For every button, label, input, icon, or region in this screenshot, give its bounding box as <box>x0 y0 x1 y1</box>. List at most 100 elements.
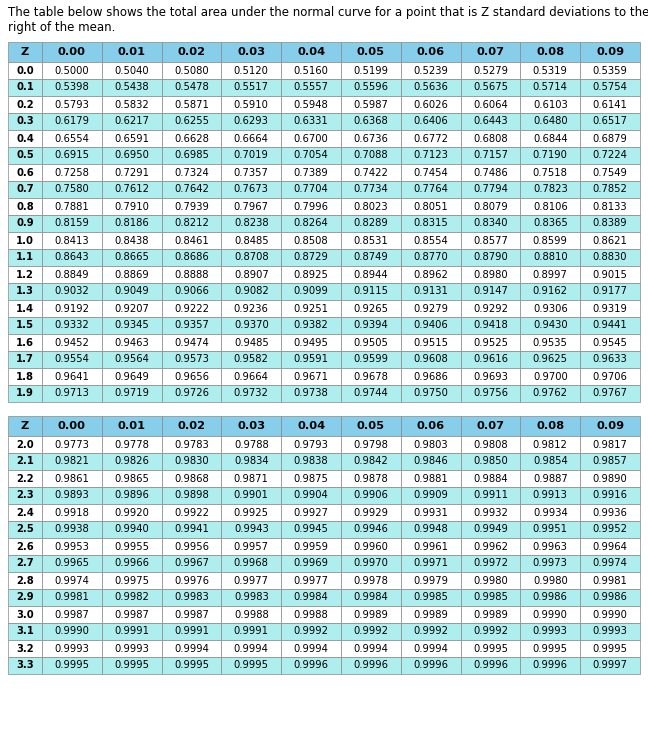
Text: 0.8531: 0.8531 <box>354 235 388 246</box>
Text: 0.9913: 0.9913 <box>533 491 568 500</box>
Text: 0.5793: 0.5793 <box>54 100 89 109</box>
Text: 0.7881: 0.7881 <box>54 201 89 211</box>
Text: 0.8264: 0.8264 <box>294 219 329 228</box>
Text: 2.8: 2.8 <box>16 575 34 586</box>
Bar <box>8 334 42 351</box>
Bar <box>401 640 461 657</box>
Bar <box>161 300 222 317</box>
Bar <box>222 657 281 674</box>
Text: 0.9994: 0.9994 <box>174 643 209 653</box>
Text: 0.9938: 0.9938 <box>54 524 89 535</box>
Text: 0.8159: 0.8159 <box>54 219 89 228</box>
Bar <box>461 113 520 130</box>
Bar <box>8 436 42 453</box>
Text: 0.9972: 0.9972 <box>473 559 508 568</box>
Text: 0.8810: 0.8810 <box>533 252 568 262</box>
Bar <box>102 300 161 317</box>
Text: 0.9890: 0.9890 <box>593 473 627 484</box>
Bar <box>281 147 341 164</box>
Text: 1.3: 1.3 <box>16 287 34 297</box>
Bar <box>42 113 102 130</box>
Bar <box>520 470 580 487</box>
Text: 0.9965: 0.9965 <box>54 559 89 568</box>
Text: 0.9793: 0.9793 <box>294 440 329 449</box>
Text: 0.8925: 0.8925 <box>294 270 329 279</box>
Text: 0.9991: 0.9991 <box>174 626 209 637</box>
Text: 0.6141: 0.6141 <box>593 100 627 109</box>
Bar <box>520 351 580 368</box>
Bar <box>580 521 640 538</box>
Bar <box>161 572 222 589</box>
Bar <box>401 266 461 283</box>
Text: 0.9977: 0.9977 <box>234 575 269 586</box>
Text: 0.5160: 0.5160 <box>294 65 329 76</box>
Bar <box>281 555 341 572</box>
Bar <box>161 487 222 504</box>
Text: 0.8438: 0.8438 <box>115 235 149 246</box>
Bar <box>461 317 520 334</box>
Bar <box>161 96 222 113</box>
Bar <box>341 300 401 317</box>
Bar <box>102 606 161 623</box>
Bar <box>42 453 102 470</box>
Bar <box>161 436 222 453</box>
Bar <box>42 538 102 555</box>
Bar <box>102 62 161 79</box>
Text: 0.9525: 0.9525 <box>473 338 508 348</box>
Bar <box>161 606 222 623</box>
Bar <box>42 300 102 317</box>
Bar <box>222 232 281 249</box>
Text: 0.9115: 0.9115 <box>353 287 388 297</box>
Bar <box>461 453 520 470</box>
Text: 0.5478: 0.5478 <box>174 82 209 92</box>
Text: 0.9: 0.9 <box>16 219 34 228</box>
Bar <box>102 572 161 589</box>
Text: 2.4: 2.4 <box>16 508 34 518</box>
Text: 0.6: 0.6 <box>16 168 34 178</box>
Bar <box>281 130 341 147</box>
Text: 0.9591: 0.9591 <box>294 354 329 365</box>
Bar <box>42 334 102 351</box>
Text: 0.9370: 0.9370 <box>234 321 269 330</box>
Bar <box>281 521 341 538</box>
Bar <box>42 606 102 623</box>
Bar <box>222 487 281 504</box>
Bar <box>102 130 161 147</box>
Bar <box>42 215 102 232</box>
Bar <box>461 555 520 572</box>
Text: 1.2: 1.2 <box>16 270 34 279</box>
Bar <box>161 453 222 470</box>
Bar <box>42 130 102 147</box>
Bar <box>102 215 161 232</box>
Text: 0.9452: 0.9452 <box>54 338 89 348</box>
Bar <box>8 416 42 436</box>
Text: 0.6700: 0.6700 <box>294 133 329 144</box>
Text: 0.5080: 0.5080 <box>174 65 209 76</box>
Text: 0.9713: 0.9713 <box>54 389 89 398</box>
Bar <box>161 249 222 266</box>
Text: 0.03: 0.03 <box>237 421 266 431</box>
Bar <box>461 147 520 164</box>
Text: 0.5120: 0.5120 <box>234 65 269 76</box>
Text: 0.9995: 0.9995 <box>234 661 269 670</box>
Text: 0.9989: 0.9989 <box>413 610 448 619</box>
Bar <box>161 555 222 572</box>
Bar <box>401 164 461 181</box>
Bar <box>281 504 341 521</box>
Bar <box>42 589 102 606</box>
Text: 0.9918: 0.9918 <box>54 508 89 518</box>
Text: 0.8790: 0.8790 <box>473 252 508 262</box>
Text: 0.9756: 0.9756 <box>473 389 508 398</box>
Text: 0.8133: 0.8133 <box>593 201 627 211</box>
Text: 0.9960: 0.9960 <box>353 542 388 551</box>
Bar <box>281 215 341 232</box>
Text: 0.9994: 0.9994 <box>294 643 329 653</box>
Text: 0.7794: 0.7794 <box>473 184 508 195</box>
Bar <box>341 623 401 640</box>
Bar <box>580 181 640 198</box>
Bar <box>102 181 161 198</box>
Bar <box>222 266 281 283</box>
Text: 0.9995: 0.9995 <box>174 661 209 670</box>
Bar <box>42 198 102 215</box>
Bar <box>281 640 341 657</box>
